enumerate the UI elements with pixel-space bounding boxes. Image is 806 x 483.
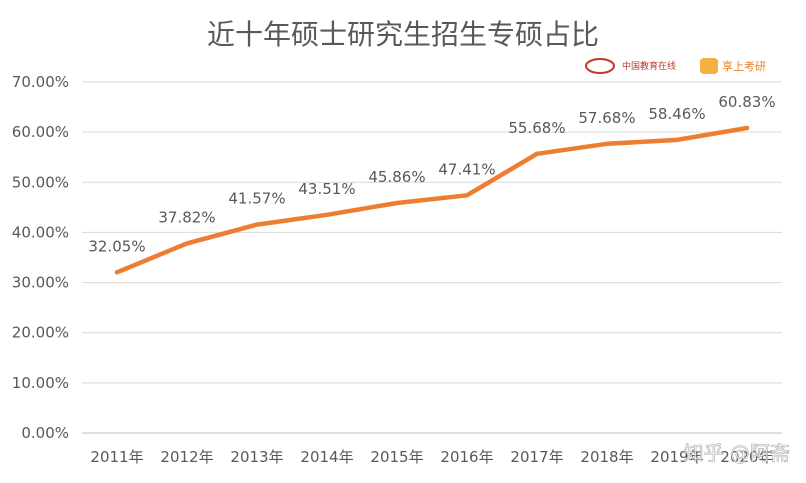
x-tick-label: 2019年 xyxy=(650,448,703,466)
chart-title: 近十年硕士研究生招生专硕占比 xyxy=(207,18,599,51)
y-tick-label: 10.00% xyxy=(12,374,69,392)
logo-right: 享上考研 xyxy=(700,58,766,74)
x-tick-label: 2012年 xyxy=(160,448,213,466)
data-point xyxy=(395,201,399,206)
x-tick-label: 2014年 xyxy=(300,448,353,466)
gridlines xyxy=(82,81,782,434)
data-point xyxy=(325,212,329,217)
x-tick-label: 2017年 xyxy=(510,448,563,466)
data-labels: 32.05% 37.82% 41.57% 43.51% 45.86% 47.41% 55.6… xyxy=(88,93,775,255)
data-label: 32.05% xyxy=(88,237,145,255)
series-line xyxy=(114,125,750,275)
logo-left-text: 中国教育在线 xyxy=(622,60,676,72)
data-point xyxy=(115,270,119,275)
data-label: 37.82% xyxy=(158,208,215,226)
data-point xyxy=(745,125,749,130)
logo-right-text: 享上考研 xyxy=(722,59,766,73)
y-tick-label: 40.00% xyxy=(12,223,69,241)
series xyxy=(114,125,750,275)
data-label: 47.41% xyxy=(438,160,495,178)
data-label: 41.57% xyxy=(228,190,285,208)
data-point xyxy=(535,151,539,156)
data-point xyxy=(465,193,469,198)
data-label: 55.68% xyxy=(508,119,565,137)
data-label: 58.46% xyxy=(648,105,705,123)
y-axis: 0.00% 10.00% 20.00% 30.00% 40.00% 50.00% 60.00… xyxy=(12,73,69,442)
x-tick-label: 2013年 xyxy=(230,448,283,466)
x-tick-label: 2011年 xyxy=(90,448,143,466)
x-tick-label: 2015年 xyxy=(370,448,423,466)
y-tick-label: 20.00% xyxy=(12,324,69,342)
y-tick-label: 30.00% xyxy=(12,274,69,292)
y-tick-label: 50.00% xyxy=(12,173,69,191)
logo-left: 中国教育在线 xyxy=(585,58,676,74)
x-tick-label: 2020年 xyxy=(720,448,773,466)
x-axis: 2011年 2012年 2013年 2014年 2015年 2016年 2017年 2018年… xyxy=(90,448,773,466)
y-tick-label: 60.00% xyxy=(12,123,69,141)
y-tick-label: 70.00% xyxy=(12,73,69,91)
x-tick-label: 2016年 xyxy=(440,448,493,466)
y-tick-label: 0.00% xyxy=(21,424,69,442)
data-point xyxy=(675,137,679,142)
watermark: 知乎 @阿斋 xyxy=(684,441,790,465)
data-point xyxy=(255,222,259,227)
data-label: 60.83% xyxy=(718,93,775,111)
data-point xyxy=(605,141,609,146)
x-tick-label: 2018年 xyxy=(580,448,633,466)
data-label: 45.86% xyxy=(368,168,425,186)
data-label: 43.51% xyxy=(298,180,355,198)
data-point xyxy=(185,241,189,246)
data-label: 57.68% xyxy=(578,109,635,127)
